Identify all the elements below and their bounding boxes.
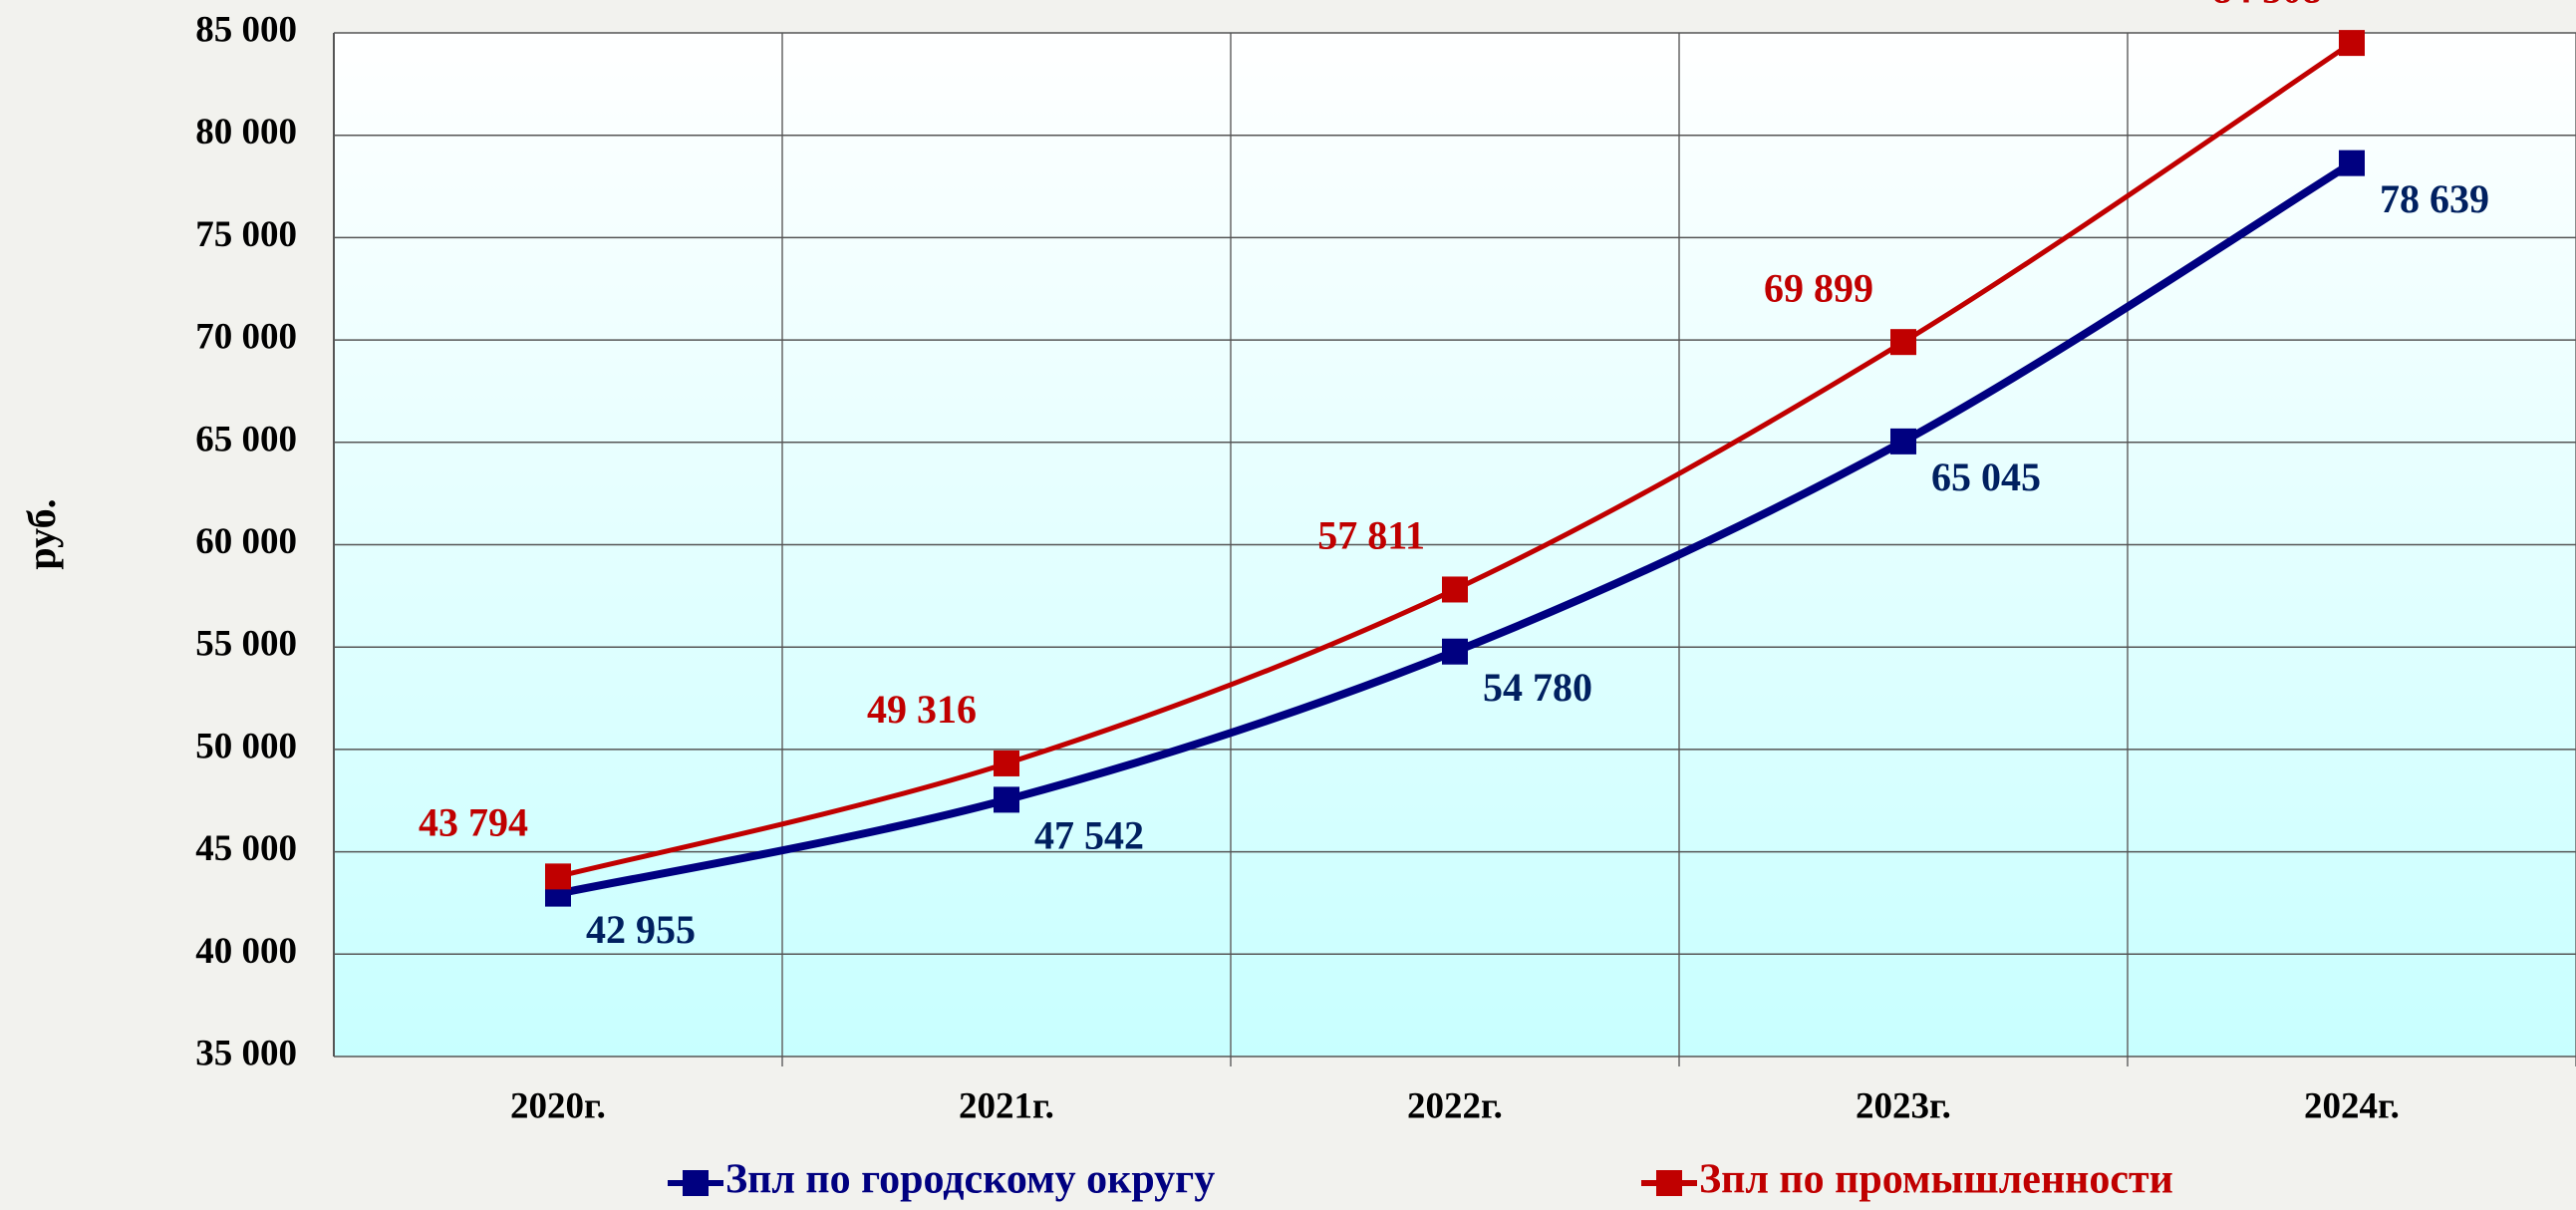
y-tick-label: 60 000 <box>195 521 297 562</box>
x-tick-label: 2020г. <box>510 1085 606 1126</box>
y-tick-label: 70 000 <box>195 317 297 358</box>
point-marker <box>1890 428 1916 454</box>
x-tick-label: 2023г. <box>1856 1085 1951 1126</box>
data-label: 65 045 <box>1931 454 2041 499</box>
y-tick-label: 85 000 <box>195 9 297 50</box>
y-tick-label: 80 000 <box>195 112 297 152</box>
y-axis-label: руб. <box>19 498 64 569</box>
y-tick-label: 35 000 <box>195 1033 297 1073</box>
point-marker <box>994 750 1019 776</box>
legend-marker <box>1656 1170 1682 1196</box>
point-marker <box>545 863 571 890</box>
data-label: 69 899 <box>1764 265 1873 310</box>
data-label: 47 542 <box>1034 813 1144 858</box>
x-tick-label: 2022г. <box>1407 1085 1503 1126</box>
data-label: 49 316 <box>867 687 977 732</box>
y-tick-label: 40 000 <box>195 931 297 972</box>
point-marker <box>2339 150 2365 176</box>
data-label: 43 794 <box>419 800 528 845</box>
point-marker <box>1442 638 1468 665</box>
data-label: 84 508 <box>2212 0 2322 11</box>
legend-label: Зпл по промышленности <box>1699 1157 2173 1203</box>
data-label: 57 811 <box>1317 513 1425 558</box>
data-label: 54 780 <box>1483 665 1592 710</box>
data-label: 78 639 <box>2380 176 2489 221</box>
y-tick-label: 75 000 <box>195 214 297 255</box>
point-marker <box>2339 30 2365 57</box>
point-marker <box>1442 576 1468 603</box>
y-tick-label: 65 000 <box>195 419 297 459</box>
data-label: 42 955 <box>586 907 696 952</box>
y-tick-label: 45 000 <box>195 828 297 869</box>
point-marker <box>1890 329 1916 356</box>
x-tick-label: 2021г. <box>959 1085 1054 1126</box>
x-tick-label: 2024г. <box>2304 1085 2400 1126</box>
y-tick-label: 55 000 <box>195 624 297 665</box>
legend-marker <box>683 1170 709 1196</box>
point-marker <box>994 786 1019 813</box>
y-tick-label: 50 000 <box>195 726 297 766</box>
legend-label: Зпл по городскому округу <box>725 1157 1215 1203</box>
